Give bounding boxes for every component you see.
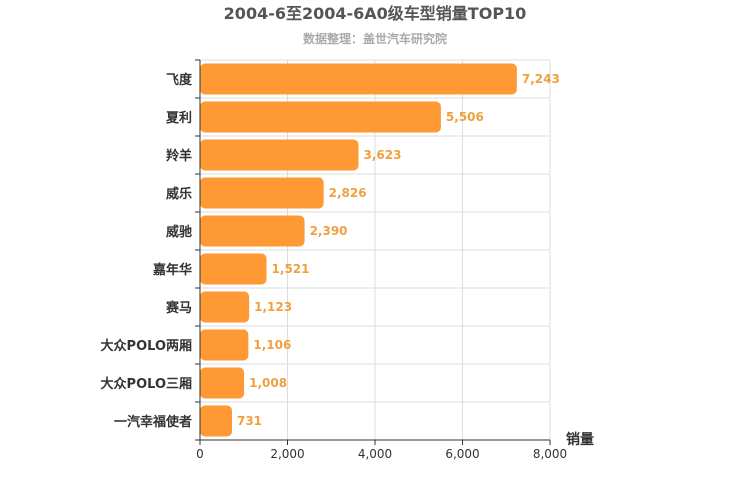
category-label: 大众POLO三厢 [101,376,192,392]
category-label: 嘉年华 [152,262,192,278]
data-label: 731 [237,414,262,428]
bar [200,329,249,361]
bar [200,139,359,171]
data-label: 1,123 [254,300,292,314]
data-label: 1,106 [253,338,291,352]
data-label: 7,243 [522,72,560,86]
data-label: 2,390 [310,224,348,238]
category-label: 赛马 [165,300,192,316]
data-label: 2,826 [329,186,367,200]
data-label: 3,623 [364,148,402,162]
data-label: 1,521 [272,262,310,276]
category-label: 夏利 [165,110,192,126]
bar [200,177,324,209]
x-tick-label: 6,000 [445,447,479,461]
grid-lines [200,59,551,441]
data-label: 5,506 [446,110,484,124]
bar [200,405,232,437]
category-label: 大众POLO两厢 [101,338,192,354]
bar [200,367,245,399]
bar [200,291,250,323]
category-label: 羚羊 [166,148,192,164]
category-label: 一汽幸福使者 [114,414,192,430]
bars: 7,243 5,506 3,623 2,826 2,390 1,521 1,123 1,106… [200,63,560,437]
bar [200,63,517,95]
category-label: 威驰 [166,224,192,240]
x-tick-label: 8,000 [533,447,567,461]
x-axis-title: 销量 [566,431,594,448]
data-label: 1,008 [249,376,287,390]
x-tick-label: 4,000 [358,447,392,461]
x-tick-label: 0 [196,447,204,461]
category-label: 飞度 [166,72,193,88]
bar [200,215,305,247]
x-tick-label: 2,000 [270,447,304,461]
bar [200,253,267,285]
category-label: 威乐 [166,186,192,202]
chart-subtitle: 数据整理：盖世汽车研究院 [303,31,447,46]
chart-title: 2004-6至2004-6A0级车型销量TOP10 [224,4,527,23]
bar [200,101,441,133]
